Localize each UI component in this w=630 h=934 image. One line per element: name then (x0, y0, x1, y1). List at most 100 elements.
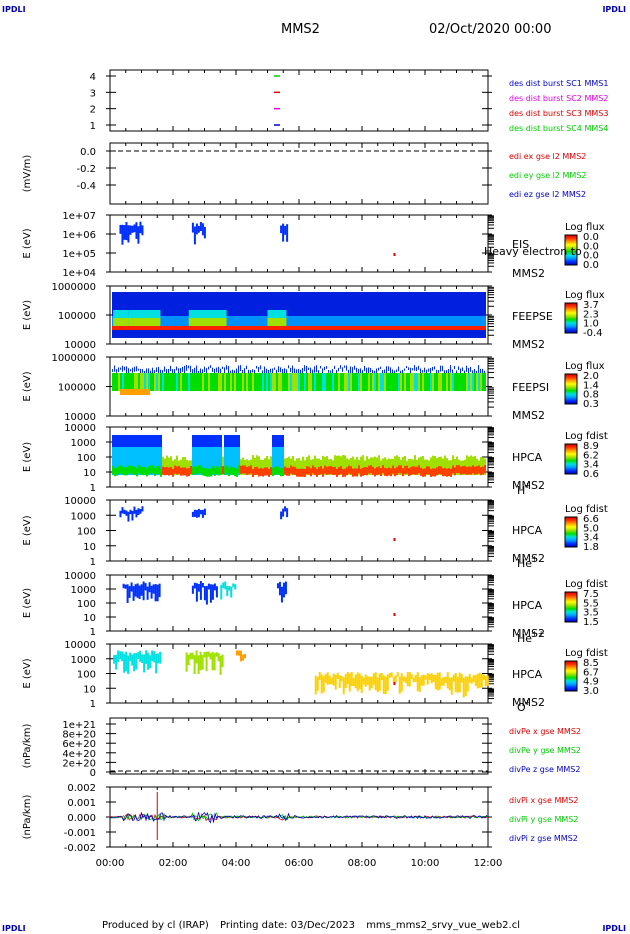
spectro-dot (116, 369, 117, 373)
spectro-col (268, 373, 270, 391)
spectro-dot (199, 581, 202, 600)
spectro-col (398, 373, 400, 391)
spectro-dot (414, 674, 417, 682)
spectro-dot (234, 370, 235, 375)
spectro-col (382, 373, 384, 391)
corner-label-bottom-left: IPDLI (2, 924, 26, 933)
spectro-dot (432, 674, 435, 682)
spectro-dot (434, 366, 435, 370)
spectro-col (276, 435, 278, 447)
spectro-dot (438, 370, 439, 373)
spectro-dot (215, 652, 218, 657)
colorbar (564, 660, 578, 692)
spectro-dot (370, 367, 371, 373)
spectro-col (112, 466, 114, 475)
spectro-dot (330, 677, 333, 685)
spectro-dot (240, 650, 242, 662)
spectro-dot (133, 224, 136, 233)
spectro-col (302, 373, 304, 391)
spectro-col (276, 435, 278, 475)
spectro-col (368, 373, 370, 391)
spectro-col (154, 373, 156, 391)
spectro-col (336, 468, 338, 477)
spectro-col (468, 456, 470, 475)
spacecraft-label: MMS2 (512, 552, 545, 565)
spectro-col (200, 373, 202, 391)
spectro-col (156, 435, 158, 475)
spectro-col (164, 373, 166, 391)
spectro-col (266, 455, 268, 475)
colorbar-tick-label: 6.2 (583, 450, 599, 461)
legend-entry: des dist burst SC4 MMS4 (509, 124, 608, 133)
spectro-col (274, 435, 276, 475)
spectro-dot (201, 223, 204, 236)
spectro-dot (139, 650, 142, 662)
spectro-dot (406, 672, 409, 687)
spectro-col (394, 373, 396, 391)
spectro-col (182, 373, 184, 391)
spectro-dot (280, 586, 283, 603)
spectro-col (232, 373, 234, 391)
spectro-dot (209, 653, 212, 660)
spectro-col (414, 455, 416, 475)
y-tick-label: 0.001 (67, 798, 96, 809)
spectro-col (156, 435, 158, 447)
spectro-spot (393, 538, 396, 541)
species-charge-label: + (524, 698, 531, 707)
spectro-col (278, 435, 280, 475)
spectro-dot (402, 369, 403, 375)
spectro-dot (129, 652, 132, 662)
spectro-dot (244, 368, 245, 376)
spectro-col (210, 468, 212, 477)
spectro-col (356, 373, 358, 391)
spectro-col (122, 466, 124, 475)
spectro-col (424, 373, 426, 391)
legend-entry: divPi x gse MMS2 (509, 796, 578, 805)
spectro-dot (470, 677, 473, 684)
spectro-col (214, 435, 216, 447)
spectro-col (198, 465, 200, 474)
spectro-col (142, 435, 144, 447)
spectro-col (226, 465, 228, 474)
spectro-col (184, 457, 186, 475)
spectro-dot (432, 366, 433, 371)
y-tick-label: 1 (90, 699, 96, 710)
y-tick-label: 1e+04 (62, 268, 96, 279)
colorbar-tick-label: 1.4 (583, 380, 599, 391)
spectro-dot (374, 672, 377, 691)
spectro-col (118, 435, 120, 447)
spectro-dot (282, 508, 285, 517)
spectro-col (160, 373, 162, 391)
spectro-col (308, 373, 310, 391)
colorbar-tick-label: 3.4 (583, 460, 599, 471)
spectro-dot (144, 583, 147, 591)
spectro-dot (464, 676, 467, 697)
spectro-col (134, 373, 136, 391)
spectro-dot (310, 367, 311, 374)
spectro-col (386, 373, 388, 391)
spectro-col (324, 465, 326, 474)
spectro-col (414, 466, 416, 475)
spectro-dot (402, 676, 405, 682)
spectro-col (434, 373, 436, 391)
spectro-col (230, 466, 232, 475)
spectro-col (328, 466, 330, 475)
spectro-col (142, 467, 144, 476)
spectro-col (436, 467, 438, 476)
spectro-col (238, 373, 240, 391)
spectro-col (202, 373, 204, 391)
spectro-dot (201, 582, 204, 588)
spectro-dot (137, 226, 140, 244)
spectro-col (230, 435, 232, 475)
spectro-dot (400, 673, 403, 692)
spectro-col (364, 467, 366, 476)
spectro-dot (187, 654, 190, 666)
spectro-col (462, 466, 464, 475)
spectro-col (130, 435, 132, 447)
legend-entry: des dist burst SC3 MMS3 (509, 109, 608, 118)
colorbar-tick-label: 8.5 (583, 658, 599, 669)
spectro-col (412, 466, 414, 475)
spectro-col (434, 468, 436, 477)
spectro-dot (364, 365, 365, 372)
spectro-dot (124, 584, 127, 589)
